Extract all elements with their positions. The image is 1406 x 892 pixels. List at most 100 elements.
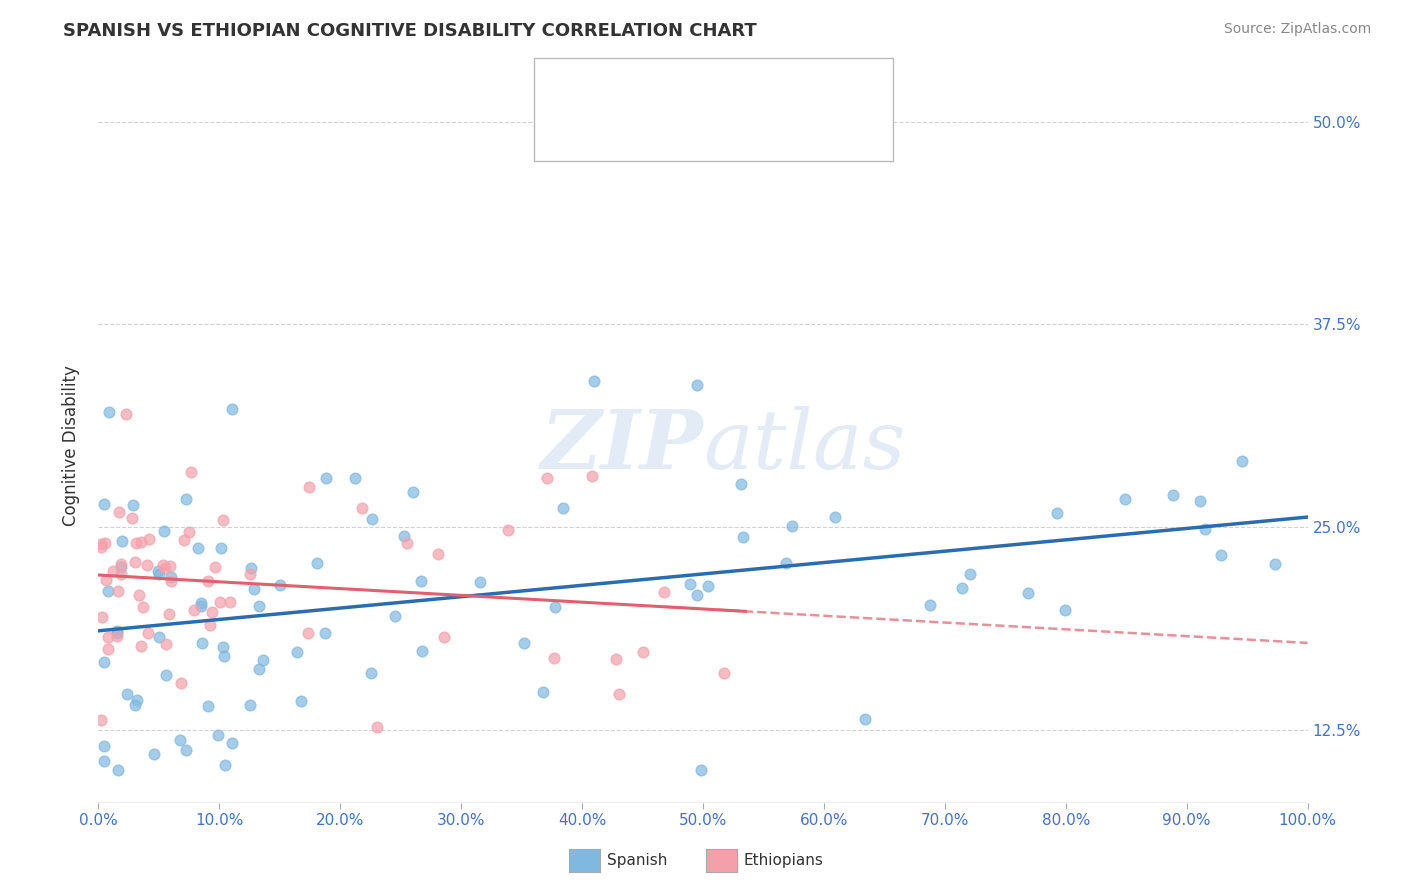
Point: [173, 533, 195, 547]
Point: [360, 666, 382, 681]
Point: [686, 378, 709, 392]
Point: [125, 693, 148, 707]
Point: [366, 719, 388, 733]
Text: SPANISH VS ETHIOPIAN COGNITIVE DISABILITY CORRELATION CHART: SPANISH VS ETHIOPIAN COGNITIVE DISABILIT…: [63, 22, 756, 40]
Point: [131, 639, 153, 653]
Point: [190, 599, 212, 614]
Point: [853, 713, 876, 727]
Point: [544, 600, 567, 615]
Text: R =: R =: [591, 77, 621, 95]
Text: atlas: atlas: [703, 406, 905, 486]
Point: [543, 650, 565, 665]
Point: [314, 625, 336, 640]
Point: [1189, 494, 1212, 508]
Point: [686, 588, 709, 602]
Point: [209, 541, 232, 555]
Text: 0.347: 0.347: [630, 77, 682, 95]
Point: [124, 555, 146, 569]
Point: [159, 607, 181, 621]
Point: [384, 609, 406, 624]
Point: [174, 742, 197, 756]
Text: 87: 87: [749, 77, 770, 95]
Point: [160, 574, 183, 588]
Point: [1017, 586, 1039, 600]
Y-axis label: Cognitive Disability: Cognitive Disability: [62, 366, 80, 526]
Point: [730, 477, 752, 491]
Point: [146, 565, 169, 579]
Point: [498, 523, 520, 537]
Point: [1161, 488, 1184, 502]
Point: [183, 603, 205, 617]
Point: [221, 401, 243, 416]
Point: [1046, 506, 1069, 520]
Point: [115, 407, 138, 421]
Point: [187, 541, 209, 555]
Point: [1194, 522, 1216, 536]
Point: [824, 509, 846, 524]
Point: [252, 653, 274, 667]
Point: [402, 484, 425, 499]
Point: [93, 739, 115, 753]
Point: [1209, 548, 1232, 562]
Point: [582, 374, 605, 388]
Point: [155, 668, 177, 682]
Point: [148, 567, 170, 582]
Point: [90, 540, 112, 554]
Point: [201, 605, 224, 619]
Point: [159, 558, 181, 573]
Point: [211, 640, 233, 654]
Point: [551, 501, 574, 516]
Point: [153, 561, 176, 575]
Point: [197, 698, 219, 713]
Point: [138, 532, 160, 546]
Point: [239, 560, 262, 574]
Point: [1264, 557, 1286, 571]
Point: [107, 764, 129, 778]
Point: [361, 512, 384, 526]
Point: [392, 528, 415, 542]
Point: [128, 588, 150, 602]
Point: [631, 645, 654, 659]
Point: [950, 582, 973, 596]
Point: [110, 566, 132, 581]
Point: [208, 595, 231, 609]
Text: Ethiopians: Ethiopians: [744, 854, 824, 868]
Point: [426, 547, 449, 561]
Point: [411, 644, 433, 658]
Text: R =: R =: [591, 130, 621, 148]
Point: [239, 566, 262, 581]
Point: [344, 470, 367, 484]
Text: ZIP: ZIP: [540, 406, 703, 486]
Point: [581, 469, 603, 483]
Point: [290, 694, 312, 708]
Point: [143, 747, 166, 762]
Point: [696, 579, 718, 593]
Point: [243, 582, 266, 597]
Point: [94, 573, 117, 587]
Point: [93, 536, 115, 550]
Point: [159, 569, 181, 583]
Point: [207, 728, 229, 742]
Point: [177, 525, 200, 540]
Point: [93, 655, 115, 669]
Point: [180, 465, 202, 479]
Point: [153, 524, 176, 538]
Point: [607, 688, 630, 702]
Point: [132, 599, 155, 614]
Point: [305, 557, 328, 571]
Point: [111, 533, 134, 548]
Point: [396, 536, 419, 550]
Point: [1054, 603, 1077, 617]
Point: [129, 535, 152, 549]
Point: [221, 736, 243, 750]
Point: [197, 574, 219, 589]
Point: [297, 626, 319, 640]
Point: [91, 610, 114, 624]
Point: [169, 733, 191, 747]
Point: [169, 675, 191, 690]
Point: [97, 641, 120, 656]
Point: [190, 636, 212, 650]
Text: 60: 60: [749, 130, 770, 148]
Point: [198, 618, 221, 632]
Point: [713, 665, 735, 680]
